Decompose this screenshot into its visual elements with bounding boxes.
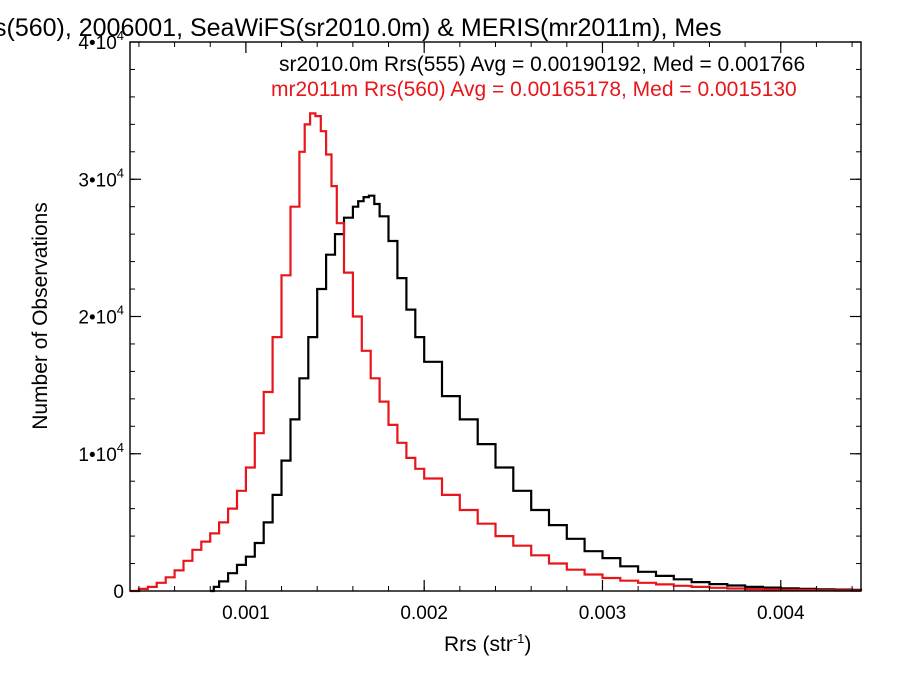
legend-entry-sr2010: sr2010.0m Rrs(555) Avg = 0.00190192, Med… — [279, 53, 805, 76]
plot-frame — [129, 41, 862, 592]
chart-title: s(560), 2006001, SeaWiFS(sr2010.0m) & ME… — [0, 14, 722, 42]
y-tick-label-4: 4•104 — [78, 28, 124, 54]
series-line-0 — [210, 194, 863, 593]
ticks-layer: 0.001 0.002 0.003 0.004 0 1•104 2•104 3•104 4•10… — [78, 28, 861, 624]
y-tick-label-2: 2•104 — [78, 303, 124, 329]
y-axis-title: Number of Observations — [29, 202, 52, 430]
x-axis-title-base: Rrs (str — [444, 633, 513, 656]
legend-entry-mr2011: mr2011m Rrs(560) Avg = 0.00165178, Med =… — [271, 78, 797, 101]
x-tick-label-1: 0.002 — [400, 603, 448, 624]
y-tick-label-1: 1•104 — [78, 440, 124, 466]
series-line-1 — [130, 112, 863, 593]
x-axis-title-end: ) — [524, 633, 531, 656]
y-tick-label-0: 0 — [113, 582, 124, 603]
y-tick-label-3: 3•104 — [78, 165, 124, 191]
x-axis-title-superscript: -1 — [513, 631, 525, 646]
x-tick-label-2: 0.003 — [579, 603, 627, 624]
x-axis-title: Rrs (str-1) — [444, 631, 531, 656]
x-tick-label-0: 0.001 — [222, 603, 270, 624]
series-layer — [130, 112, 863, 593]
x-tick-label-3: 0.004 — [757, 603, 805, 624]
